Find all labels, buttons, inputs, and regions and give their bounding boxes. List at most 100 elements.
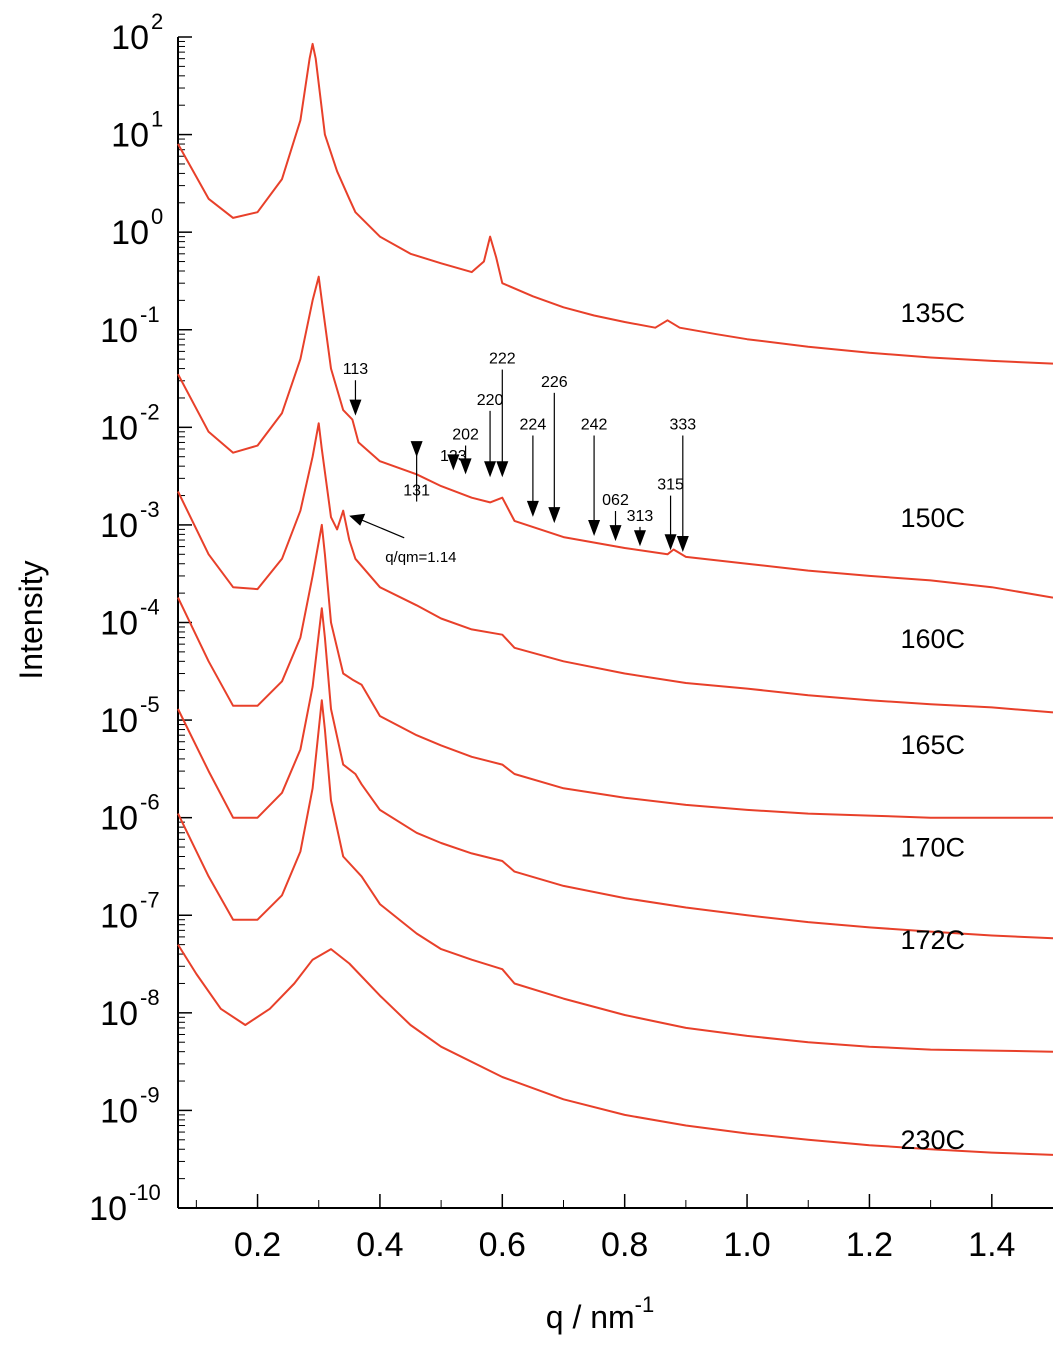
peak-label: 222: [489, 351, 516, 368]
peak-annotation-202: 202: [452, 427, 479, 475]
series-label: 160C: [900, 624, 965, 654]
y-tick-exponent: -2: [140, 399, 160, 424]
y-tick-exponent: -1: [140, 302, 160, 327]
peak-arrow-head: [664, 534, 677, 551]
peak-annotation-226: 226: [541, 374, 568, 524]
y-tick-label: 10: [89, 1190, 127, 1228]
y-tick-label: 10: [100, 995, 138, 1033]
ratio-arrow-head: [349, 513, 366, 526]
peak-annotation-131: 131: [403, 441, 430, 502]
x-axis-ticks: 0.2 0.4 0.6 0.8 1.0 1.2 1.4: [195, 1194, 1015, 1264]
y-tick-label: 10: [100, 1092, 138, 1130]
peak-label: 202: [452, 427, 479, 444]
y-tick-base: 10: [111, 19, 149, 57]
series-label: 150C: [900, 503, 965, 533]
y-tick-base: 10: [100, 507, 138, 545]
y-tick-exponent: 2: [151, 9, 163, 34]
series-label: 165C: [900, 730, 965, 760]
y-tick-label: 10: [111, 19, 149, 57]
series-line-230C: [177, 944, 1053, 1156]
y-tick-exponent: -3: [140, 497, 160, 522]
peak-label: 242: [581, 417, 608, 434]
x-tick-label: 0.4: [356, 1226, 403, 1264]
series-line-165C: [177, 523, 1053, 819]
peak-arrow-head: [548, 507, 561, 524]
y-tick-base: 10: [100, 312, 138, 350]
peak-label: 062: [602, 492, 629, 509]
peak-annotation-242: 242: [581, 417, 608, 537]
x-tick-label: 1.0: [723, 1226, 770, 1264]
peak-label: 113: [343, 361, 369, 378]
peak-annotation-220: 220: [477, 392, 504, 478]
y-tick-label: 10: [100, 409, 138, 447]
peak-label: 315: [657, 477, 684, 494]
y-tick-exponent: -4: [140, 595, 160, 620]
y-tick-exponent: -7: [140, 887, 160, 912]
peak-annotation-224: 224: [520, 417, 547, 517]
series-label: 172C: [900, 925, 965, 955]
peak-annotation-315: 315: [657, 477, 684, 551]
x-axis-title-exp: -1: [635, 1292, 655, 1317]
peak-label: 133: [440, 448, 467, 465]
y-tick-base: 10: [111, 117, 149, 155]
series-line-150C: [177, 275, 1053, 599]
peak-annotation-133: 133: [440, 448, 467, 471]
y-tick-base: 10: [111, 214, 149, 252]
y-tick-base: 10: [100, 995, 138, 1033]
y-tick-label: 10: [111, 214, 149, 252]
x-tick-label: 0.6: [479, 1226, 526, 1264]
y-tick-base: 10: [89, 1190, 127, 1228]
ratio-label: q/qm=1.14: [385, 549, 456, 566]
peak-annotation-333: 333: [669, 417, 696, 553]
peak-label: 333: [669, 417, 696, 434]
x-tick-label: 0.2: [234, 1226, 281, 1264]
y-tick-label: 10: [100, 507, 138, 545]
y-tick-label: 10: [100, 897, 138, 935]
x-axis-title-text: q / nm: [546, 1299, 635, 1335]
series-line-172C: [177, 699, 1053, 1053]
y-tick-exponent: -6: [140, 790, 160, 815]
peak-annotation-222: 222: [489, 351, 516, 478]
y-tick-label: 10: [100, 800, 138, 838]
series-label: 135C: [900, 298, 965, 328]
peak-annotation-113: 113: [343, 361, 369, 416]
peak-arrow-head: [496, 461, 509, 478]
y-tick-base: 10: [100, 605, 138, 643]
y-tick-base: 10: [100, 800, 138, 838]
peak-label: 220: [477, 392, 504, 409]
series-label: 230C: [900, 1125, 965, 1155]
series-layer: 135C 150C 160C 165C 170C 172C 230C: [177, 42, 1053, 1156]
peak-label: 224: [520, 417, 547, 434]
peak-label: 313: [627, 508, 654, 525]
peak-arrow-head: [447, 454, 460, 471]
series-line-170C: [177, 607, 1053, 940]
series-label: 170C: [900, 832, 965, 862]
ratio-annotation: q/qm=1.14: [349, 513, 457, 566]
y-tick-exponent: -10: [129, 1180, 161, 1205]
peak-arrow-head: [526, 500, 539, 517]
series-line-135C: [177, 42, 1053, 365]
y-tick-exponent: -5: [140, 692, 160, 717]
x-tick-label: 1.4: [968, 1226, 1015, 1264]
y-tick-base: 10: [100, 897, 138, 935]
peak-arrow-head: [633, 530, 646, 547]
x-axis-title: q / nm-1: [546, 1292, 654, 1335]
y-tick-exponent: -9: [140, 1082, 160, 1107]
y-tick-exponent: 0: [151, 204, 163, 229]
x-tick-label: 0.8: [601, 1226, 648, 1264]
peak-annotation-313: 313: [627, 508, 654, 547]
peak-arrow-head: [676, 536, 689, 553]
y-tick-exponent: -8: [140, 985, 160, 1010]
x-tick-label: 1.2: [846, 1226, 893, 1264]
peak-arrow-head: [484, 461, 497, 478]
peak-arrow-head: [349, 399, 362, 416]
y-tick-label: 10: [111, 117, 149, 155]
peak-arrow-head: [459, 458, 472, 475]
y-tick-base: 10: [100, 409, 138, 447]
peak-annotation-062: 062: [602, 492, 629, 542]
peak-label: 131: [403, 483, 430, 500]
